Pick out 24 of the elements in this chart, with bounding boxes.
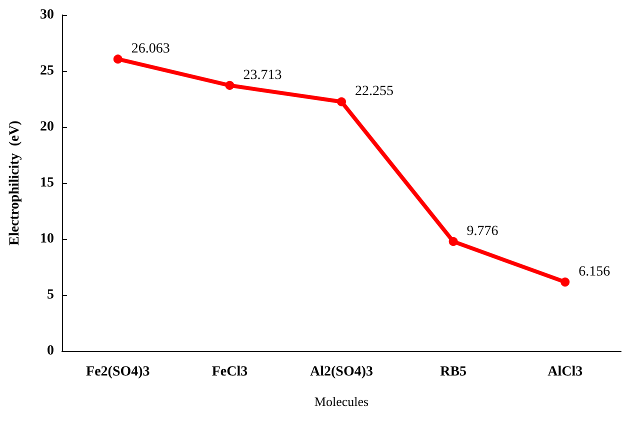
- data-label: 22.255: [355, 84, 394, 100]
- y-tick-label: 10: [40, 232, 54, 246]
- point: [448, 237, 458, 246]
- data-label: 23.713: [243, 68, 282, 83]
- y-tick-label: 5: [47, 288, 54, 302]
- point: [560, 278, 570, 287]
- x-tick-label: RB5: [440, 364, 467, 380]
- y-tick-label: 15: [40, 176, 54, 190]
- y-tick-label: 25: [40, 64, 54, 78]
- data-label: 26.063: [131, 42, 170, 57]
- x-axis-title: Molecules: [314, 394, 369, 409]
- point: [225, 80, 234, 90]
- y-tick-label: 30: [40, 8, 54, 22]
- x-tick-label: FeCl3: [212, 364, 248, 380]
- point: [113, 54, 122, 64]
- x-tick-label: AlCl3: [548, 364, 583, 380]
- point: [337, 97, 346, 106]
- y-tick-label: 0: [47, 344, 54, 358]
- x-tick-label: Fe2(SO4)3: [86, 364, 150, 380]
- data-label: 9.776: [466, 224, 498, 240]
- y-tick-label: 20: [40, 120, 54, 134]
- data-label: 6.156: [578, 264, 610, 280]
- x-tick-label: Al2(SO4)3: [310, 364, 373, 380]
- y-axis-title: Electrophilicity (eV): [8, 120, 22, 246]
